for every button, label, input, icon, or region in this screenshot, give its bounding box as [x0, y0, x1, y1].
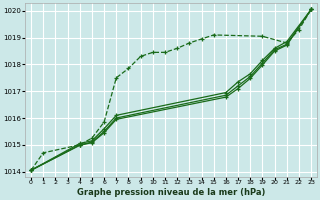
X-axis label: Graphe pression niveau de la mer (hPa): Graphe pression niveau de la mer (hPa): [77, 188, 265, 197]
